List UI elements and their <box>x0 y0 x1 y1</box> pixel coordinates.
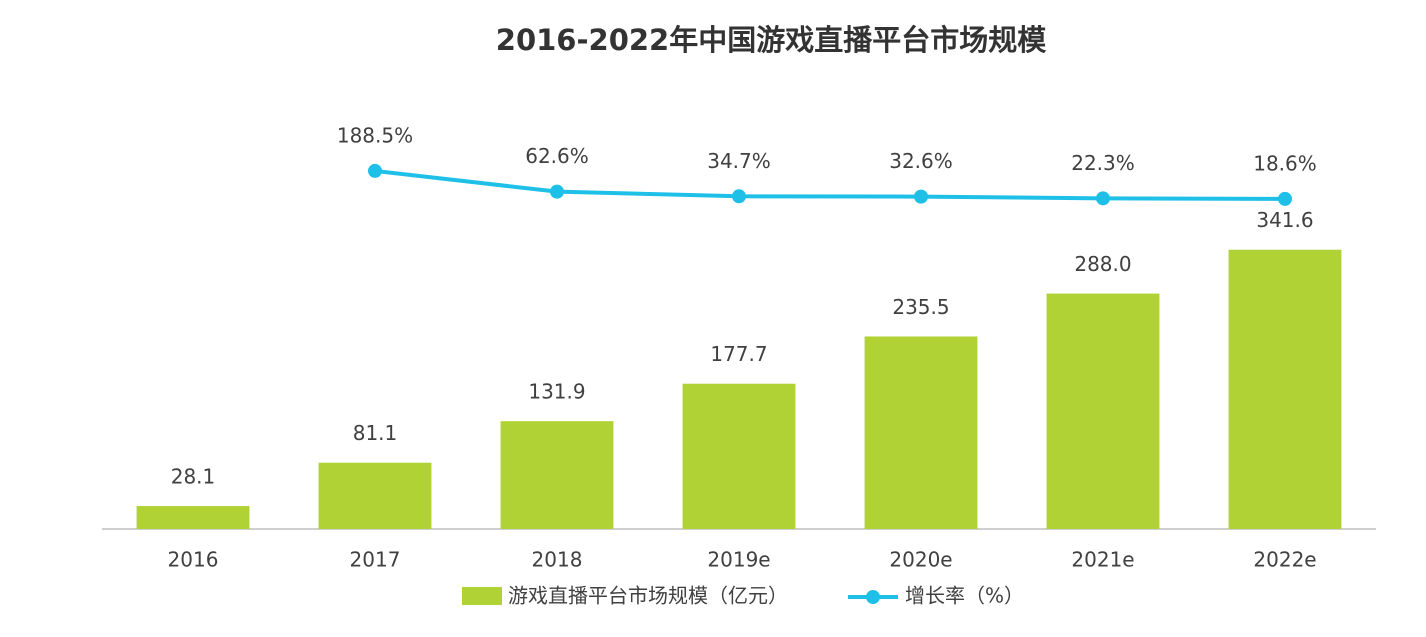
legend-label: 增长率（%） <box>905 584 1024 608</box>
line-point <box>1278 191 1292 206</box>
line <box>374 168 1286 201</box>
bar <box>1228 249 1342 529</box>
data-label: 188.5% <box>337 123 413 147</box>
bar <box>864 336 978 529</box>
data-label: 62.6% <box>525 144 589 168</box>
data-label: 288.0 <box>1074 252 1131 276</box>
line-point <box>368 163 382 178</box>
legend-label: 游戏直播平台市场规模（亿元） <box>508 584 788 608</box>
bar <box>318 462 432 529</box>
data-label: 81.1 <box>353 421 398 445</box>
bar <box>500 421 614 529</box>
data-label: 177.7 <box>710 342 767 366</box>
data-label: 235.5 <box>892 295 949 319</box>
data-label: 22.3% <box>1071 151 1135 175</box>
bar <box>682 383 796 529</box>
bar <box>1046 293 1160 529</box>
chart-title: 2016-2022年中国游戏直播平台市场规模 <box>496 23 1047 57</box>
line-point <box>550 184 564 199</box>
data-label: 341.6 <box>1256 208 1313 232</box>
data-label: 18.6% <box>1253 151 1317 175</box>
data-label: 34.7% <box>707 149 771 173</box>
legend-swatch <box>462 587 502 605</box>
line-point <box>914 189 928 204</box>
data-label: 28.1 <box>171 465 216 489</box>
legend-swatch-dot <box>866 590 880 604</box>
x-tick-label: 2022e <box>1253 548 1316 572</box>
x-tick-label: 2017 <box>350 548 401 572</box>
x-tick-label: 2019e <box>707 548 770 572</box>
data-label: 131.9 <box>528 380 585 404</box>
data-label: 32.6% <box>889 149 953 173</box>
bar <box>136 506 250 529</box>
x-tick-label: 2016 <box>168 548 219 572</box>
x-tick-label: 2020e <box>889 548 952 572</box>
line-point <box>732 189 746 204</box>
line-point <box>1096 191 1110 206</box>
x-tick-label: 2018 <box>532 548 583 572</box>
x-tick-label: 2021e <box>1071 548 1134 572</box>
